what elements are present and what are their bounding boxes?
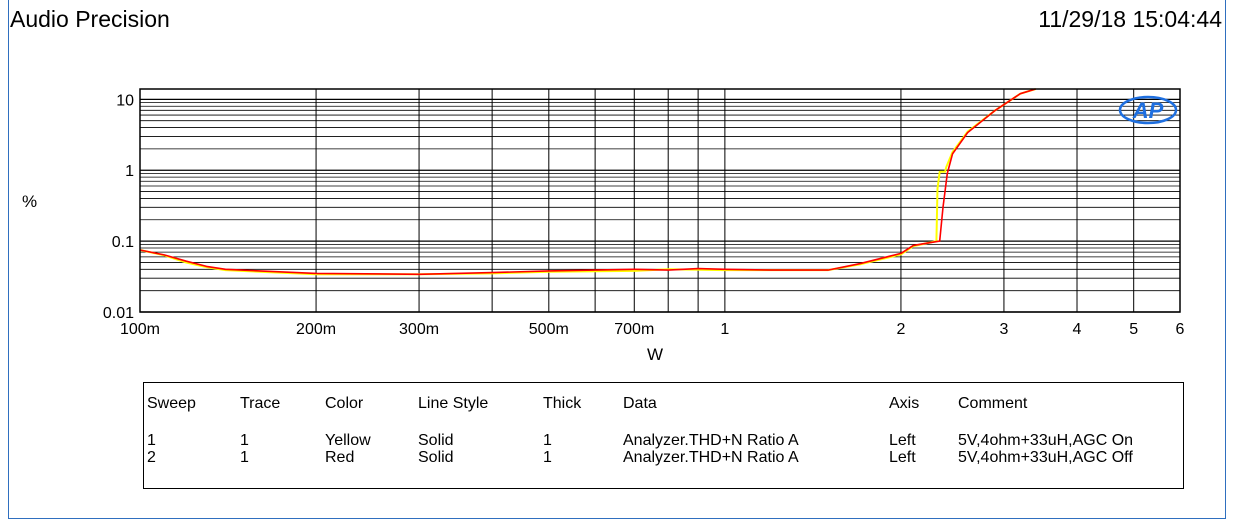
x-tick-label: 6 (1176, 321, 1185, 338)
y-tick-label: 10 (116, 92, 134, 109)
y-tick-label: 0.01 (103, 305, 134, 322)
legend-header-cell: Thick (543, 395, 582, 412)
legend-row-cell: Solid (418, 432, 454, 449)
legend-row-cell: 1 (147, 432, 156, 449)
x-tick-label: 300m (399, 321, 439, 338)
legend-table: Sweep Trace Color Line Style Thick Data Axis Co… (143, 382, 1184, 489)
legend-header-cell: Trace (240, 395, 281, 412)
legend-row-cell: 2 (147, 449, 156, 466)
series-line-2 (139, 88, 1036, 276)
legend-row-cell: 1 (240, 432, 249, 449)
legend-header-cell: Comment (958, 395, 1028, 412)
legend-row-cell: Red (325, 449, 355, 466)
legend-row-cell: 1 (543, 449, 552, 466)
legend-header-cell: Color (325, 395, 364, 412)
series-layer (139, 88, 1036, 276)
legend-header-cell: Sweep (147, 395, 196, 412)
plot-border (139, 88, 1181, 313)
x-tick-label: 4 (1073, 321, 1082, 338)
plot-window (8, 0, 1226, 519)
legend-row-cell: Left (889, 449, 916, 466)
legend-row-cell: Left (889, 432, 916, 449)
x-tick-label: 100m (120, 321, 160, 338)
legend-row-cell: 5V,4ohm+33uH,AGC On (958, 432, 1134, 449)
brand-title: Audio Precision (10, 6, 170, 32)
ap-logo: AP (1118, 95, 1178, 125)
legend-header-cell: Data (623, 395, 657, 412)
grid (139, 89, 1181, 313)
legend-row-cell: Yellow (325, 432, 371, 449)
x-axis-label: W (647, 345, 663, 364)
x-tick-labels: 100m 200m 300m 500m 700m 1 2 3 4 5 6 (120, 321, 1185, 338)
y-tick-label: 1 (125, 163, 134, 180)
ap-logo-text: AP (1132, 98, 1164, 123)
y-tick-labels: 0.01 0.1 1 10 (103, 92, 134, 322)
timestamp: 11/29/18 15:04:44 (1038, 6, 1222, 32)
x-tick-label: 500m (529, 321, 569, 338)
legend-header-cell: Line Style (418, 395, 489, 412)
x-tick-label: 3 (999, 321, 1008, 338)
legend-header-cell: Axis (889, 395, 920, 412)
y-axis-label: % (22, 192, 37, 211)
x-tick-label: 5 (1129, 321, 1138, 338)
legend-row-cell: 5V,4ohm+33uH,AGC Off (958, 449, 1133, 466)
legend-row-cell: Analyzer.THD+N Ratio A (623, 449, 799, 466)
legend-row-cell: 1 (240, 449, 249, 466)
y-tick-label: 0.1 (112, 234, 134, 251)
x-tick-label: 1 (720, 321, 729, 338)
legend-row-cell: Analyzer.THD+N Ratio A (623, 432, 799, 449)
legend-row-cell: 1 (543, 432, 552, 449)
x-tick-label: 700m (614, 321, 654, 338)
x-tick-label: 200m (296, 321, 336, 338)
x-tick-label: 2 (896, 321, 905, 338)
legend-row-cell: Solid (418, 449, 454, 466)
